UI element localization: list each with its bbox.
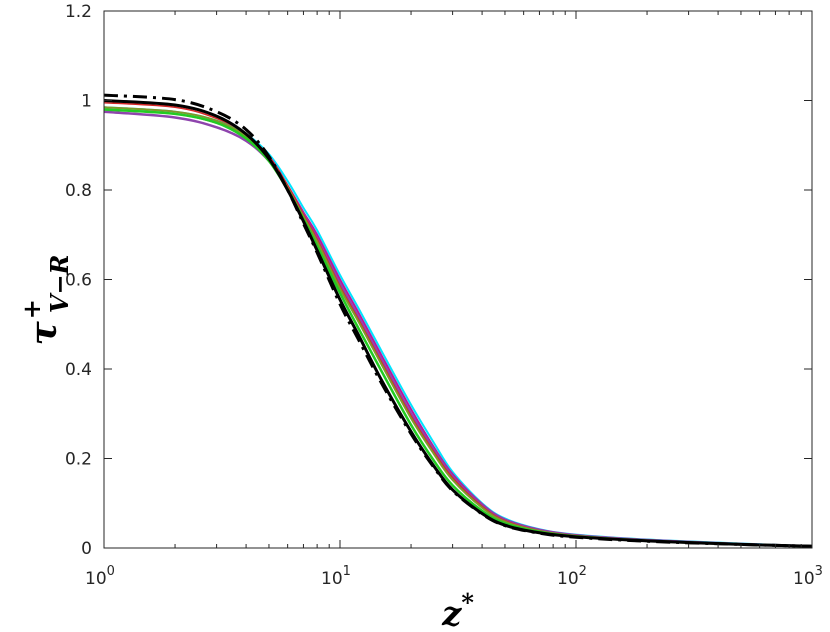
x-tick-label-2: 102 [557, 564, 587, 589]
x-tick-label-base: 10 [85, 569, 107, 589]
y-tick-label-0: 0 [81, 539, 92, 559]
series-line-8 [104, 93, 812, 548]
plot-area [104, 11, 812, 548]
x-tick-labels: 100 101 102 103 [85, 564, 823, 589]
minor-ticks [174, 11, 802, 548]
x-tick-label-base: 10 [557, 569, 579, 589]
y-axis-title-sup: + [17, 299, 46, 319]
x-axis-title-base: z [441, 594, 462, 632]
x-tick-label-base: 10 [793, 569, 815, 589]
y-tick-label-3: 0.6 [65, 271, 92, 291]
x-tick-label-base: 10 [321, 569, 343, 589]
y-tick-labels: 0 0.2 0.4 0.6 0.8 1 1.2 [65, 2, 92, 559]
axes-box [103, 10, 813, 549]
x-axis-title: z* [441, 588, 474, 632]
y-tick-label-6: 1.2 [65, 2, 92, 22]
x-tick-label-3: 103 [793, 564, 823, 589]
series-layer [104, 93, 812, 548]
y-axis-title-sub: V−R [45, 254, 74, 313]
x-tick-label-0: 100 [85, 564, 115, 589]
x-tick-label-exp: 0 [107, 564, 115, 579]
x-tick-label-exp: 2 [579, 564, 587, 579]
y-tick-label-1: 0.2 [65, 450, 92, 470]
y-tick-label-2: 0.4 [65, 360, 92, 380]
y-axis-title-base: τ [23, 321, 65, 346]
y-tick-label-5: 1 [81, 92, 92, 112]
x-tick-label-exp: 1 [343, 564, 351, 579]
x-axis-title-sup: * [461, 588, 474, 617]
x-tick-label-exp: 3 [815, 564, 823, 579]
y-tick-label-4: 0.8 [65, 181, 92, 201]
y-axis-title: τ+V−R [17, 254, 74, 345]
x-tick-label-1: 101 [321, 564, 351, 589]
